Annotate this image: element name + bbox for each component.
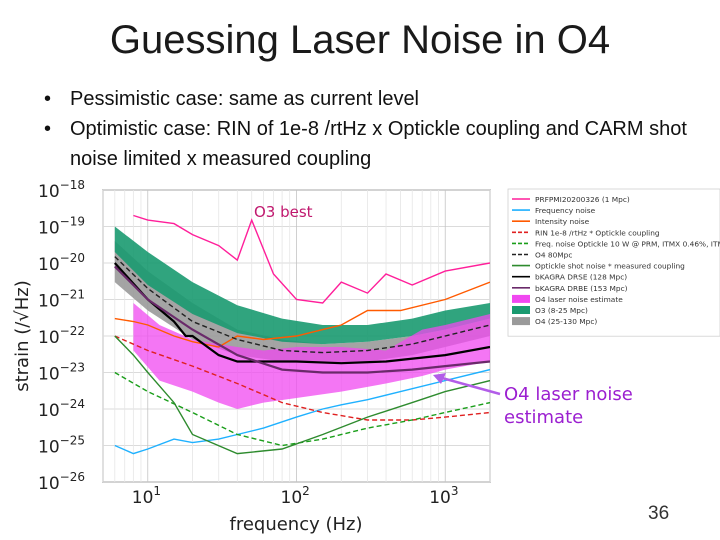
y-tick-label: 10−19	[38, 215, 85, 239]
legend-label: Freq. noise Optickle 10 W @ PRM, ITMX 0.…	[535, 239, 720, 248]
slide-title: Guessing Laser Noise in O4	[109, 18, 611, 62]
y-tick-label: 10−26	[38, 470, 85, 494]
legend-label: RIN 1e-8 /rtHz * Optickle coupling	[535, 228, 660, 237]
y-tick-label: 10−25	[38, 434, 85, 458]
series-group	[113, 214, 490, 455]
line-prfpmi20200326-1-mpc	[133, 214, 490, 304]
line-bkagra-drse-128-mpc	[113, 262, 490, 365]
x-tick-label: 102	[281, 484, 310, 508]
line-rin-1e-8-rthz-optickle-coupling	[114, 335, 490, 421]
bullet-item: • Optimistic case: RIN of 1e-8 /rtHz x O…	[44, 114, 704, 174]
bullet-text-pessimistic: Pessimistic case: same as current level	[70, 88, 420, 110]
legend-label: bKAGRA DRSE (128 Mpc)	[535, 273, 627, 282]
legend-box	[507, 188, 720, 337]
legend-label: Optickle shot noise * measured coupling	[535, 262, 685, 271]
y-tick-label: 10−24	[38, 397, 85, 421]
bullet-marker: •	[44, 118, 52, 140]
x-tick-label: 101	[132, 484, 161, 508]
band-o3-8-25-mpc	[114, 226, 490, 345]
tick-exponent: −24	[60, 397, 85, 411]
line-frequency-noise	[114, 368, 490, 455]
bullet-item: • Pessimistic case: same as current leve…	[44, 84, 704, 114]
y-tick-label: 10−18	[38, 178, 85, 202]
tick-exponent: 3	[451, 484, 459, 498]
y-tick-label: 10−23	[38, 361, 85, 385]
tick-exponent: −19	[60, 215, 85, 229]
tick-exponent: −21	[60, 288, 85, 302]
y-tick-label: 10−22	[38, 324, 85, 348]
tick-exponent: −20	[60, 251, 85, 265]
tick-exponent: −18	[60, 178, 85, 192]
tick-base: 10	[132, 488, 154, 508]
band-o4-laser-noise-estimate	[133, 303, 490, 409]
tick-base: 10	[38, 401, 60, 421]
tick-base: 10	[38, 219, 60, 239]
legend-label: bKAGRA DRBE (153 Mpc)	[535, 284, 628, 293]
legend-label: O4 laser noise estimate	[535, 295, 623, 304]
legend-swatch	[512, 317, 530, 326]
tick-base: 10	[38, 182, 60, 202]
legend-label: PRFPMI20200326 (1 Mpc)	[535, 195, 630, 204]
tick-exponent: −23	[60, 361, 85, 375]
annotation-o3-best: O3 best	[254, 203, 313, 221]
tick-base: 10	[38, 474, 60, 494]
band-o4-25-130-mpc	[114, 241, 490, 364]
y-tick-label: 10−20	[38, 251, 85, 275]
bullet-list: • Pessimistic case: same as current leve…	[44, 84, 704, 174]
legend-label: O4 80Mpc	[535, 251, 572, 260]
tick-base: 10	[38, 292, 60, 312]
page-number: 36	[648, 503, 670, 524]
legend-swatch	[512, 306, 530, 314]
tick-exponent: 1	[153, 484, 161, 498]
tick-exponent: 2	[302, 484, 310, 498]
line-bkagra-drbe-153-mpc	[114, 265, 490, 374]
y-tick-label: 10−21	[38, 288, 85, 312]
bullet-text-optimistic: Optimistic case: RIN of 1e-8 /rtHz x Opt…	[70, 118, 687, 170]
line-intensity-noise	[114, 281, 490, 348]
callout-arrow-head	[433, 373, 446, 384]
line-optickle-shot-noise-measured-coupling	[114, 335, 490, 455]
x-tick-label: 103	[429, 484, 458, 508]
y-axis-label: strain (/√Hz)	[12, 280, 33, 392]
tick-base: 10	[38, 328, 60, 348]
bullet-marker: •	[44, 88, 52, 110]
legend-label: Frequency noise	[535, 206, 596, 215]
tick-base: 10	[38, 438, 60, 458]
legend-label: Intensity noise	[535, 217, 590, 226]
tick-base: 10	[281, 488, 303, 508]
tick-exponent: −26	[60, 470, 85, 484]
tick-base: 10	[429, 488, 451, 508]
legend-label: O4 (25-130 Mpc)	[535, 317, 597, 326]
tick-base: 10	[38, 255, 60, 275]
tick-base: 10	[38, 365, 60, 385]
line-o4-80mpc	[114, 256, 490, 354]
x-axis-label: frequency (Hz)	[229, 514, 362, 535]
legend-swatch	[512, 294, 530, 303]
callout-label: O4 laser noise estimate	[504, 384, 633, 428]
callout-arrow-line	[441, 376, 501, 396]
legend-label: O3 (8-25 Mpc)	[535, 306, 588, 315]
tick-exponent: −22	[60, 324, 85, 338]
tick-exponent: −25	[60, 434, 85, 448]
